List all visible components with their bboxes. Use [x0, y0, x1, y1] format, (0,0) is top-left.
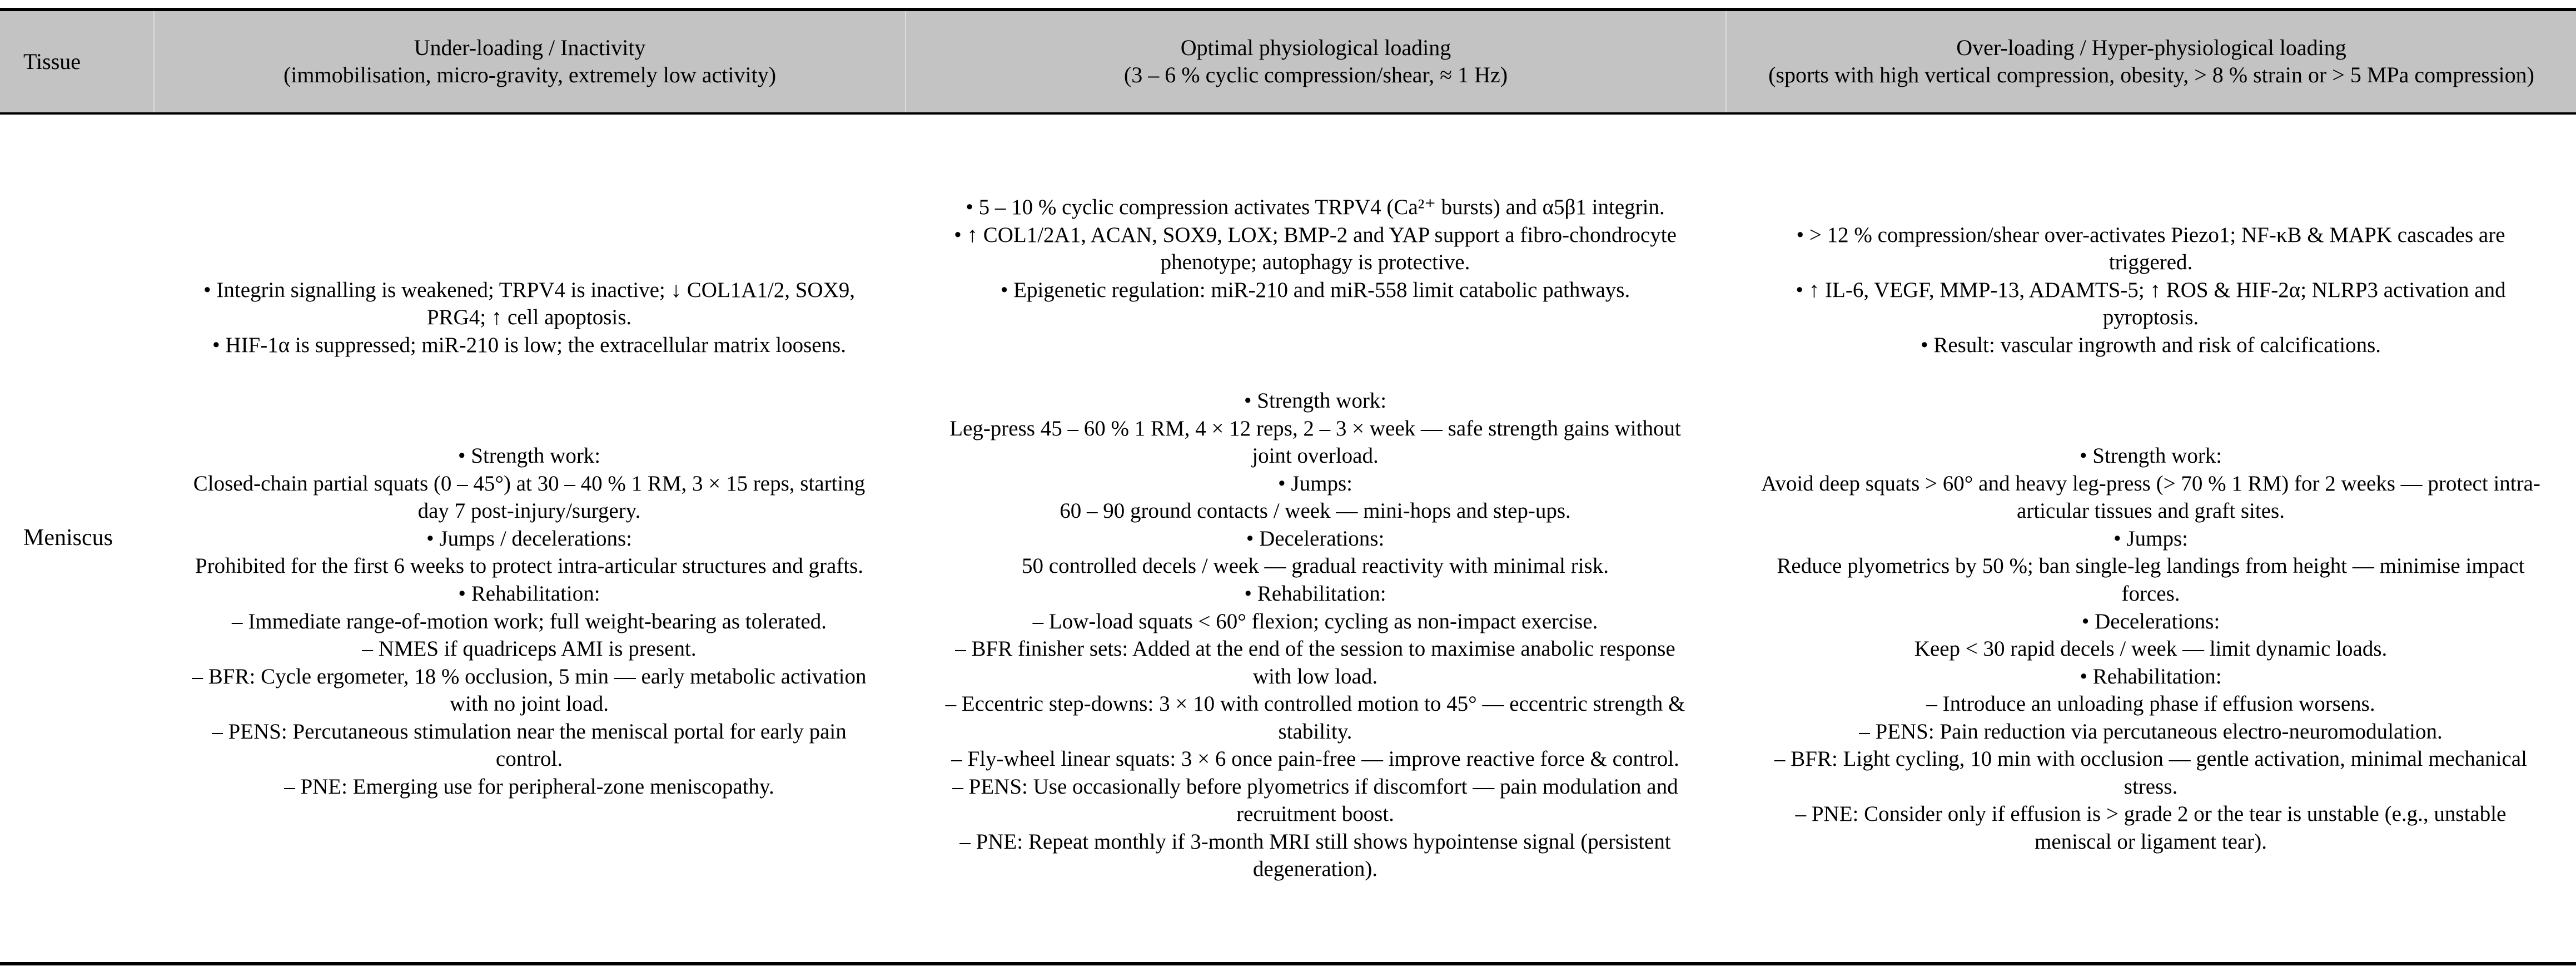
cell-line: • ↑ COL1/2A1, ACAN, SOX9, LOX; BMP-2 and…	[954, 222, 1677, 275]
cell-tissue: Meniscus	[0, 115, 153, 962]
cell-line: • Strength work:	[457, 444, 601, 468]
overloading-recommendations-block: • Strength work: Avoid deep squats > 60° …	[1756, 442, 2545, 855]
cell-line: • 5 – 10 % cyclic compression activates …	[966, 195, 1665, 220]
cell-line: – Immediate range-of-motion work; full w…	[232, 609, 827, 633]
cell-line: • Jumps:	[2113, 526, 2188, 551]
cell-line: – PNE: Emerging use for peripheral-zone …	[284, 774, 774, 799]
cell-line: • > 12 % compression/shear over-activate…	[1796, 222, 2505, 275]
cell-line: – Eccentric step-downs: 3 × 10 with cont…	[945, 692, 1685, 744]
cell-line: – PNE: Consider only if effusion is > gr…	[1795, 802, 2507, 854]
cell-line: • ↑ IL-6, VEGF, MMP-13, ADAMTS-5; ↑ ROS …	[1796, 278, 2506, 330]
overloading-mechanisms-block: • > 12 % compression/shear over-activate…	[1756, 221, 2545, 359]
header-title-underloading: Under-loading / Inactivity	[414, 35, 646, 61]
cell-line: Prohibited for the first 6 weeks to prot…	[195, 554, 864, 578]
header-title-overloading: Over-loading / Hyper-physiological loadi…	[1956, 35, 2346, 61]
cell-line: • Rehabilitation:	[1244, 582, 1386, 606]
cell-line: – PNE: Repeat monthly if 3-month MRI sti…	[959, 829, 1671, 881]
cell-line: – Fly-wheel linear squats: 3 × 6 once pa…	[951, 747, 1679, 771]
cell-line: • Epigenetic regulation: miR-210 and miR…	[1000, 278, 1630, 302]
cell-line: – BFR: Light cycling, 10 min with occlus…	[1774, 747, 2527, 799]
optimal-mechanisms-block: • 5 – 10 % cyclic compression activates …	[936, 194, 1695, 304]
header-subtitle-overloading: (sports with high vertical compression, …	[1768, 62, 2534, 87]
cell-line: • Jumps / decelerations:	[426, 526, 632, 551]
header-cell-overloading: Over-loading / Hyper-physiological loadi…	[1725, 11, 2576, 112]
tissue-name: Meniscus	[23, 525, 113, 551]
cell-line: • Decelerations:	[2081, 609, 2220, 633]
cell-line: Reduce plyometrics by 50 %; ban single-l…	[1777, 554, 2525, 606]
header-cell-optimal: Optimal physiological loading (3 – 6 % c…	[905, 11, 1725, 112]
cell-line: • Integrin signalling is weakened; TRPV4…	[203, 278, 855, 330]
cell-line: • Result: vascular ingrowth and risk of …	[1920, 333, 2381, 357]
cell-optimal: • 5 – 10 % cyclic compression activates …	[905, 115, 1725, 962]
cell-line: • Strength work:	[2079, 444, 2222, 468]
header-subtitle-optimal: (3 – 6 % cyclic compression/shear, ≈ 1 H…	[1123, 62, 1508, 87]
tissue-loading-table: Tissue Under-loading / Inactivity (immob…	[0, 8, 2576, 965]
cell-line: Closed-chain partial squats (0 – 45°) at…	[193, 471, 866, 523]
cell-line: – BFR: Cycle ergometer, 18 % occlusion, …	[192, 664, 867, 716]
cell-line: – Introduce an unloading phase if effusi…	[1926, 692, 2375, 716]
cell-line: • Strength work:	[1244, 389, 1387, 413]
cell-line: Keep < 30 rapid decels / week — limit dy…	[1914, 637, 2388, 661]
cell-overloading: • > 12 % compression/shear over-activate…	[1725, 115, 2576, 962]
header-subtitle-underloading: (immobilisation, micro-gravity, extremel…	[283, 62, 777, 87]
header-title-optimal: Optimal physiological loading	[1180, 35, 1451, 61]
table-body-row: Meniscus • Integrin signalling is weaken…	[0, 115, 2576, 962]
cell-line: • Rehabilitation:	[458, 582, 600, 606]
cell-line: – PENS: Pain reduction via percutaneous …	[1859, 719, 2443, 744]
underloading-recommendations-block: • Strength work: Closed-chain partial squ…	[184, 442, 874, 800]
header-cell-underloading: Under-loading / Inactivity (immobilisati…	[153, 11, 905, 112]
cell-line: • HIF-1α is suppressed; miR-210 is low; …	[212, 333, 846, 357]
cell-line: – PENS: Percutaneous stimulation near th…	[212, 719, 847, 771]
cell-line: 60 – 90 ground contacts / week — mini-ho…	[1060, 499, 1571, 523]
cell-line: – NMES if quadriceps AMI is present.	[362, 637, 697, 661]
header-title-tissue: Tissue	[23, 48, 81, 74]
cell-line: Leg-press 45 – 60 % 1 RM, 4 × 12 reps, 2…	[949, 416, 1681, 468]
cell-line: – Low-load squats < 60° flexion; cycling…	[1032, 609, 1598, 633]
cell-line: Avoid deep squats > 60° and heavy leg-pr…	[1761, 471, 2540, 523]
cell-line: 50 controlled decels / week — gradual re…	[1022, 554, 1609, 578]
cell-line: – PENS: Use occasionally before plyometr…	[952, 774, 1678, 826]
header-cell-tissue: Tissue	[0, 11, 153, 112]
cell-line: • Rehabilitation:	[2080, 664, 2222, 688]
cell-line: • Decelerations:	[1246, 526, 1385, 551]
cell-underloading: • Integrin signalling is weakened; TRPV4…	[153, 115, 905, 962]
optimal-recommendations-block: • Strength work: Leg-press 45 – 60 % 1 RM…	[936, 387, 1695, 883]
cell-line: • Jumps:	[1278, 471, 1352, 496]
cell-line: – BFR finisher sets: Added at the end of…	[955, 637, 1675, 688]
underloading-mechanisms-block: • Integrin signalling is weakened; TRPV4…	[184, 276, 874, 359]
table-header-row: Tissue Under-loading / Inactivity (immob…	[0, 11, 2576, 115]
